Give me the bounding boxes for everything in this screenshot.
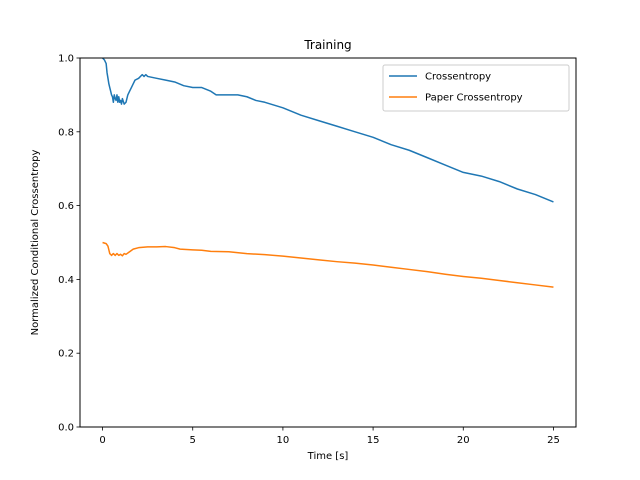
x-tick-label: 10 [277,435,290,446]
plot-frame [79,57,577,428]
series-line-1 [102,57,554,203]
y-tick-label: 0.4 [58,275,74,286]
y-tick-label: 0.6 [58,201,74,212]
legend-label: Paper Crossentropy [425,93,523,104]
series-line-2 [102,241,554,288]
y-tick-label: 0.2 [58,349,74,360]
x-tick-label: 5 [190,435,196,446]
legend-box [382,64,570,112]
y-tick-label: 0.0 [58,423,74,434]
x-tick-label: 25 [547,435,560,446]
legend-label: Crossentropy [425,72,491,83]
x-axis-title: Time [s] [307,451,349,462]
x-tick-label: 15 [367,435,380,446]
y-tick-label: 0.8 [58,127,74,138]
x-tick-label: 0 [99,435,105,446]
y-axis-title: Normalized Conditional Crossentropy [30,150,41,336]
y-tick-label: 1.0 [58,54,74,65]
chart-title: Training [303,38,351,52]
y-axis-ticks: 0.0 0.2 0.4 0.6 0.8 1.0 [58,54,80,434]
x-axis-ticks: 0 5 10 15 20 25 [99,427,560,446]
series-layer [102,57,554,288]
x-tick-label: 20 [457,435,470,446]
legend: Crossentropy Paper Crossentropy [382,64,570,112]
